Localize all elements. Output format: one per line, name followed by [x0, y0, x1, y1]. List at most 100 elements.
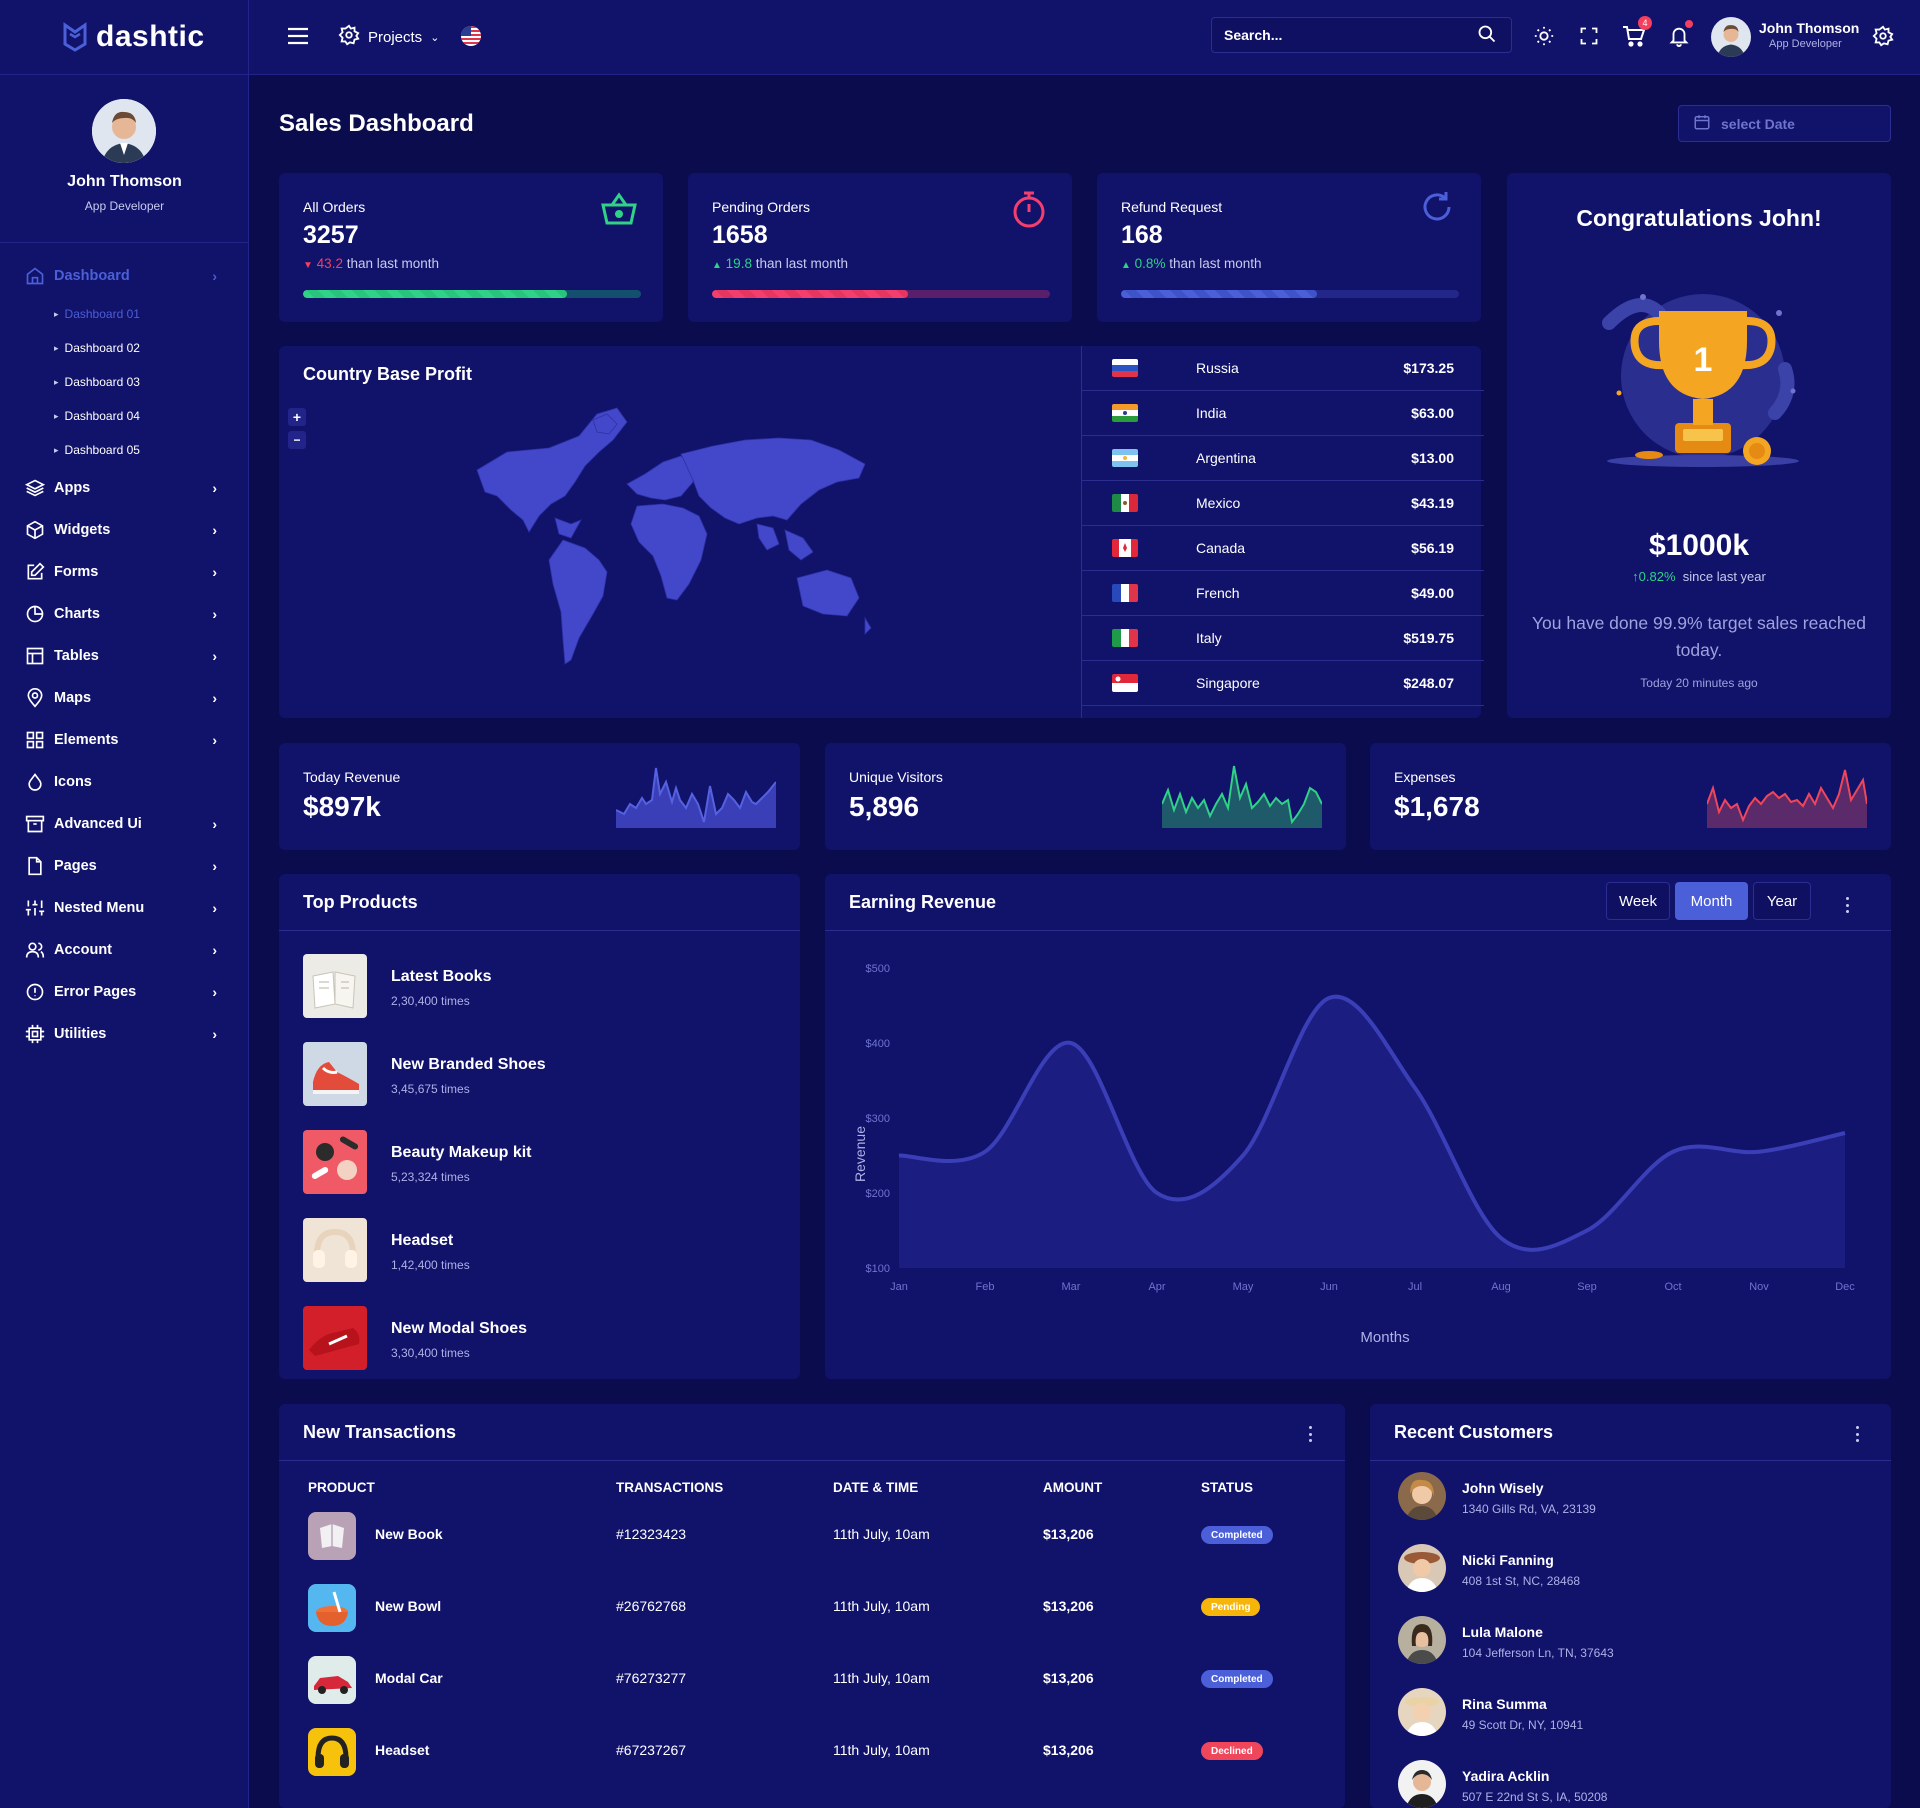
more-options-icon[interactable] — [1844, 897, 1850, 913]
earning-title: Earning Revenue — [849, 892, 997, 912]
congrats-card: Congratulations John! 1 $1000k ↑0.82% si… — [1507, 173, 1891, 718]
tab-month[interactable]: Month — [1675, 882, 1748, 920]
congrats-message: You have done 99.9% target sales reached… — [1531, 613, 1867, 660]
zoom-in-button[interactable]: + — [288, 408, 306, 426]
column-header-amount[interactable]: AMOUNT — [1043, 1480, 1103, 1495]
bell-icon[interactable] — [1665, 20, 1693, 50]
column-header-product[interactable]: PRODUCT — [308, 1480, 375, 1495]
sidebar-item-utilities[interactable]: Utilities › — [0, 1013, 249, 1055]
chevron-right-icon: › — [212, 690, 217, 706]
grid-icon — [24, 729, 46, 751]
table-row[interactable]: Russia $173.25 — [1082, 346, 1484, 391]
fullscreen-icon[interactable] — [1575, 22, 1603, 50]
sidebar-item-tables[interactable]: Tables › — [0, 635, 249, 677]
sidebar-item-pages[interactable]: Pages › — [0, 845, 249, 887]
x-tick-label: Jul — [1408, 1281, 1422, 1293]
x-tick-label: Jan — [890, 1281, 908, 1293]
list-item[interactable]: Latest Books 2,30,400 times — [303, 954, 743, 1018]
list-item[interactable]: New Branded Shoes 3,45,675 times — [303, 1042, 743, 1106]
world-map[interactable] — [467, 400, 887, 680]
table-row[interactable]: Canada $56.19 — [1082, 526, 1484, 571]
tab-week[interactable]: Week — [1606, 882, 1670, 920]
singapore-flag-icon — [1112, 674, 1138, 692]
stat-card-pending-orders: Pending Orders 1658 ▲ 19.8 than last mon… — [688, 173, 1072, 322]
sidebar-item-charts[interactable]: Charts › — [0, 593, 249, 635]
date-picker[interactable]: select Date — [1678, 105, 1891, 142]
country-name: French — [1196, 585, 1240, 601]
list-item[interactable]: John Wisely 1340 Gills Rd, VA, 23139 — [1398, 1472, 1858, 1532]
table-row[interactable]: New Book #12323423 11th July, 10am $13,2… — [279, 1512, 1345, 1584]
sidebar-item-maps[interactable]: Maps › — [0, 677, 249, 719]
sidebar-item-dashboard[interactable]: Dashboard › — [0, 255, 249, 297]
more-options-icon[interactable] — [1307, 1426, 1313, 1442]
list-item[interactable]: New Modal Shoes 3,30,400 times — [303, 1306, 743, 1370]
transaction-product: Headset — [375, 1742, 430, 1758]
list-item[interactable]: Lula Malone 104 Jefferson Ln, TN, 37643 — [1398, 1616, 1858, 1676]
sidebar-item-error-pages[interactable]: Error Pages › — [0, 971, 249, 1013]
sidebar-item-icons[interactable]: Icons — [0, 761, 249, 803]
table-row[interactable]: New Bowl #26762768 11th July, 10am $13,2… — [279, 1584, 1345, 1656]
transaction-id: #67237267 — [616, 1742, 687, 1758]
table-row[interactable]: French $49.00 — [1082, 571, 1484, 616]
sidebar-subitem-dashboard-01[interactable]: Dashboard 01 — [0, 297, 249, 331]
table-row[interactable]: Modal Car #76273277 11th July, 10am $13,… — [279, 1656, 1345, 1728]
customers-title: Recent Customers — [1394, 1422, 1554, 1442]
zoom-out-button[interactable]: − — [288, 431, 306, 449]
sidebar-subitem-dashboard-03[interactable]: Dashboard 03 — [0, 365, 249, 399]
sidebar-item-advanced-ui[interactable]: Advanced Ui › — [0, 803, 249, 845]
sidebar-subitem-dashboard-04[interactable]: Dashboard 04 — [0, 399, 249, 433]
list-item[interactable]: Headset 1,42,400 times — [303, 1218, 743, 1282]
tab-year[interactable]: Year — [1753, 882, 1811, 920]
table-row[interactable]: Headset #67237267 11th July, 10am $13,20… — [279, 1728, 1345, 1800]
table-row[interactable]: India $63.00 — [1082, 391, 1484, 436]
settings-gear-icon[interactable] — [1869, 22, 1897, 50]
header-user-name[interactable]: John Thomson — [1759, 20, 1860, 36]
brand-logo[interactable]: dashtic — [0, 0, 249, 75]
y-axis-label: Revenue — [852, 1126, 868, 1182]
mini-card-expenses: Expenses $1,678 — [1370, 743, 1891, 850]
earning-chart[interactable]: $100 $200 $300 $400 $500 Jan Feb Mar Apr May Jun J… — [825, 934, 1891, 1379]
sliders-icon — [24, 897, 46, 919]
column-header-status[interactable]: STATUS — [1201, 1480, 1253, 1495]
more-options-icon[interactable] — [1854, 1426, 1860, 1442]
header-avatar[interactable] — [1711, 17, 1751, 57]
list-item[interactable]: Yadira Acklin 507 E 22nd St S, IA, 50208 — [1398, 1760, 1858, 1808]
transactions-title: New Transactions — [303, 1422, 457, 1442]
transaction-id: #12323423 — [616, 1526, 687, 1542]
search-icon[interactable] — [1477, 24, 1497, 47]
progress-fill — [303, 290, 567, 298]
sidebar-item-apps[interactable]: Apps › — [0, 467, 249, 509]
table-row[interactable]: Argentina $13.00 — [1082, 436, 1484, 481]
hamburger-menu-icon[interactable] — [284, 22, 312, 50]
sidebar-item-elements[interactable]: Elements › — [0, 719, 249, 761]
column-header-date[interactable]: DATE & TIME — [833, 1480, 919, 1495]
projects-dropdown[interactable]: Projects ⌄ — [338, 24, 439, 50]
sidebar-item-widgets[interactable]: Widgets › — [0, 509, 249, 551]
transaction-product: Modal Car — [375, 1670, 443, 1686]
sidebar-item-label: Utilities — [54, 1026, 107, 1042]
country-name: Argentina — [1196, 450, 1256, 466]
list-item[interactable]: Rina Summa 49 Scott Dr, NY, 10941 — [1398, 1688, 1858, 1748]
profile-avatar[interactable] — [92, 99, 156, 163]
column-header-transactions[interactable]: TRANSACTIONS — [616, 1480, 724, 1495]
list-item[interactable]: Beauty Makeup kit 5,23,324 times — [303, 1130, 743, 1194]
search-input[interactable]: Search... — [1211, 17, 1512, 53]
layers-icon — [24, 477, 46, 499]
sidebar-subitem-dashboard-05[interactable]: Dashboard 05 — [0, 433, 249, 467]
sidebar-item-account[interactable]: Account › — [0, 929, 249, 971]
country-value: $173.25 — [1403, 360, 1454, 376]
table-row[interactable]: Italy $519.75 — [1082, 616, 1484, 661]
us-flag-icon[interactable] — [461, 26, 481, 46]
sun-icon[interactable] — [1530, 22, 1558, 50]
stat-label: All Orders — [303, 199, 366, 215]
sidebar-item-forms[interactable]: Forms › — [0, 551, 249, 593]
trophy-illustration: 1 — [1602, 294, 1799, 467]
table-row[interactable]: Mexico $43.19 — [1082, 481, 1484, 526]
sidebar-subitem-dashboard-02[interactable]: Dashboard 02 — [0, 331, 249, 365]
stat-value: 3257 — [303, 221, 359, 249]
cart-icon[interactable]: 4 — [1620, 16, 1652, 50]
sidebar-item-nested-menu[interactable]: Nested Menu › — [0, 887, 249, 929]
table-row[interactable]: Singapore $248.07 — [1082, 661, 1484, 706]
mini-value: $1,678 — [1394, 791, 1480, 822]
list-item[interactable]: Nicki Fanning 408 1st St, NC, 28468 — [1398, 1544, 1858, 1604]
